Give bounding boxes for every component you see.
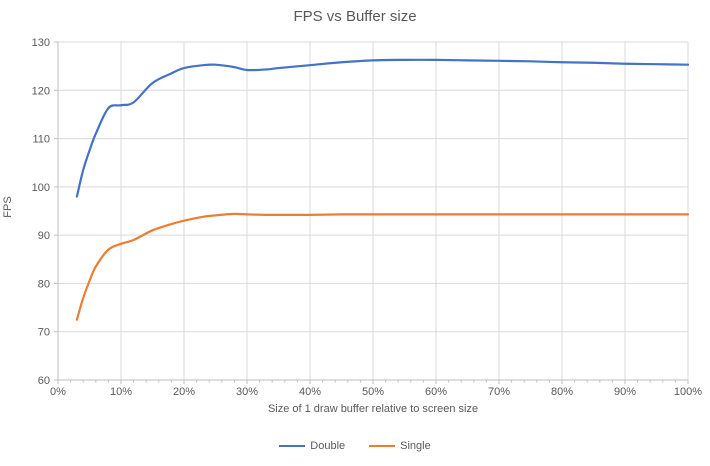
legend-label-double: Double bbox=[310, 440, 346, 452]
legend-line-single-icon bbox=[369, 445, 396, 447]
y-tick-label: 100 bbox=[32, 182, 50, 194]
x-tick-label: 80% bbox=[551, 386, 573, 398]
series-line-double bbox=[75, 58, 690, 198]
y-tick-label: 130 bbox=[32, 37, 50, 49]
y-tick-label: 90 bbox=[38, 230, 50, 242]
legend-item-single[interactable]: Single bbox=[369, 440, 431, 452]
x-tick-label: 10% bbox=[110, 386, 132, 398]
legend-label-single: Single bbox=[400, 440, 431, 452]
x-axis-title: Size of 1 draw buffer relative to screen… bbox=[267, 403, 479, 415]
x-tick-label: 40% bbox=[299, 386, 321, 398]
x-tick-label: 50% bbox=[362, 386, 384, 398]
y-tick-label: 110 bbox=[32, 134, 50, 146]
series-line-single bbox=[75, 212, 690, 321]
x-tick-label: 30% bbox=[236, 386, 258, 398]
y-tick-label: 120 bbox=[32, 85, 50, 97]
x-tick-label: 70% bbox=[488, 386, 510, 398]
y-tick-label: 80 bbox=[38, 278, 50, 290]
x-tick-label: 60% bbox=[425, 386, 447, 398]
legend: Double Single bbox=[0, 440, 710, 452]
legend-item-double[interactable]: Double bbox=[279, 440, 345, 452]
legend-line-double-icon bbox=[279, 445, 306, 447]
x-tick-label: 0% bbox=[50, 386, 66, 398]
y-tick-label: 70 bbox=[38, 327, 50, 339]
x-tick-label: 20% bbox=[173, 386, 195, 398]
x-tick-label: 90% bbox=[614, 386, 636, 398]
x-tick-label: 100% bbox=[674, 386, 702, 398]
y-axis-title: FPS bbox=[2, 196, 14, 218]
chart-title: FPS vs Buffer size bbox=[293, 8, 417, 25]
y-tick-label: 60 bbox=[38, 375, 50, 387]
